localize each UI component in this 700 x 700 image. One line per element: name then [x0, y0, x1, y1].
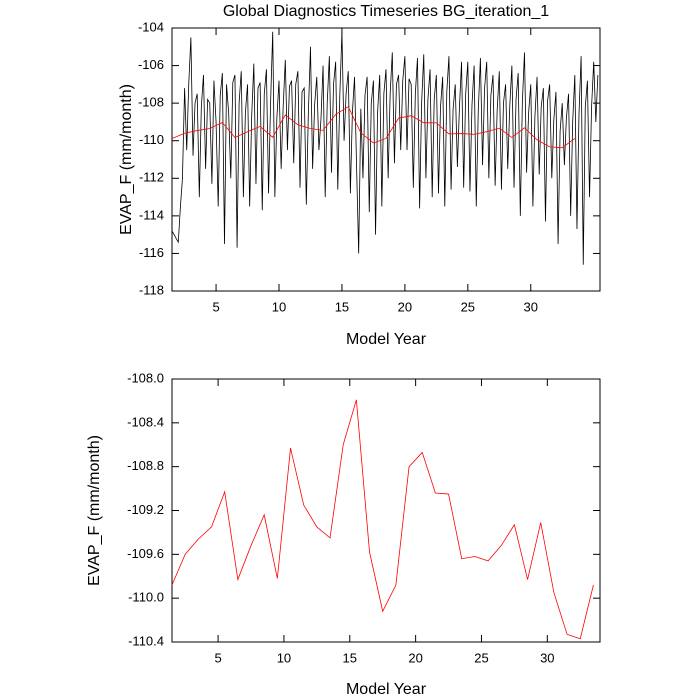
y-tick-label: -110.0 [128, 590, 164, 605]
y-tick-label: -110.4 [128, 633, 164, 648]
x-tick-label: 30 [540, 650, 554, 665]
y-tick-label: -118 [139, 282, 164, 297]
plot-frame [171, 378, 601, 643]
x-tick-label: 5 [212, 299, 219, 314]
x-tick-label: 15 [343, 650, 357, 665]
x-tick-label: 20 [408, 650, 422, 665]
y-tick-label: -114 [139, 207, 164, 222]
x-tick-label: 5 [214, 650, 221, 665]
y-tick-label: -108.8 [127, 458, 164, 473]
data-line [171, 399, 594, 640]
x-tick-label: 25 [474, 650, 488, 665]
y-tick-label: -110 [139, 132, 164, 147]
x-tick-label: 20 [398, 299, 412, 314]
y-axis-label: EVAP_F (mm/month) [86, 435, 103, 586]
data-line [171, 106, 576, 149]
y-tick-label: -108 [138, 95, 164, 110]
y-tick-label: -116 [139, 245, 164, 260]
y-axis-label: EVAP_F (mm/month) [118, 84, 135, 235]
x-tick-label: 10 [277, 650, 291, 665]
y-tick-label: -109.6 [127, 546, 164, 561]
x-tick-label: 10 [272, 299, 286, 314]
y-tick-label: -112 [139, 170, 164, 185]
x-axis-label: Model Year [346, 681, 427, 698]
x-tick-label: 30 [524, 299, 538, 314]
data-line [171, 31, 599, 265]
y-tick-label: -108.0 [127, 370, 164, 385]
y-tick-label: -108.4 [127, 414, 164, 429]
x-tick-label: 15 [335, 299, 349, 314]
plot-frame [171, 27, 601, 292]
x-axis-label: Model Year [346, 331, 427, 348]
y-tick-label: -106 [138, 57, 164, 72]
x-tick-label: 25 [461, 299, 475, 314]
y-tick-label: -109.2 [127, 502, 164, 517]
chart-title: Global Diagnostics Timeseries BG_iterati… [223, 3, 549, 20]
y-tick-label: -104 [138, 19, 164, 34]
